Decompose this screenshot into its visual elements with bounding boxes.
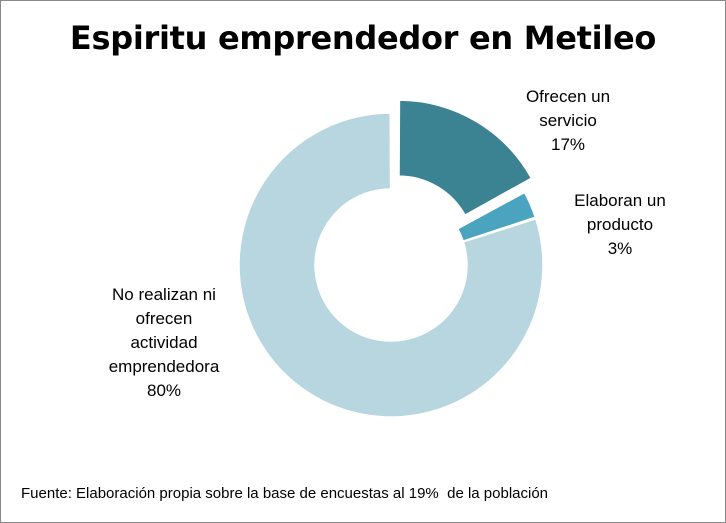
donut-slice-2	[238, 112, 544, 418]
slice-label-text: actividad	[130, 333, 198, 352]
slice-label-producto: Elaboran un producto 3%	[550, 189, 690, 261]
slice-label-text: ofrecen	[135, 309, 193, 328]
slice-label-value: 17%	[550, 135, 586, 154]
slice-label-no-emprendedora: No realizan ni ofrecen actividad emprendedo…	[89, 283, 239, 403]
chart-title: Espiritu emprendedor en Metileo	[69, 19, 657, 57]
slice-label-value: 3%	[607, 239, 633, 258]
slice-label-text: producto	[586, 215, 654, 234]
slice-label-text: servicio	[539, 111, 597, 130]
slice-label-text: No realizan ni	[112, 285, 216, 304]
slice-label-text: Elaboran un	[574, 191, 666, 210]
slice-label-text: emprendedora	[108, 357, 220, 376]
slice-label-value: 80%	[146, 381, 182, 400]
donut-slice-1	[456, 191, 537, 243]
slice-label-text: Ofrecen un	[525, 87, 611, 106]
source-note: Fuente: Elaboración propia sobre la base…	[21, 485, 549, 502]
slice-label-servicio: Ofrecen un servicio 17%	[498, 85, 638, 157]
donut-slice-0	[398, 99, 533, 217]
